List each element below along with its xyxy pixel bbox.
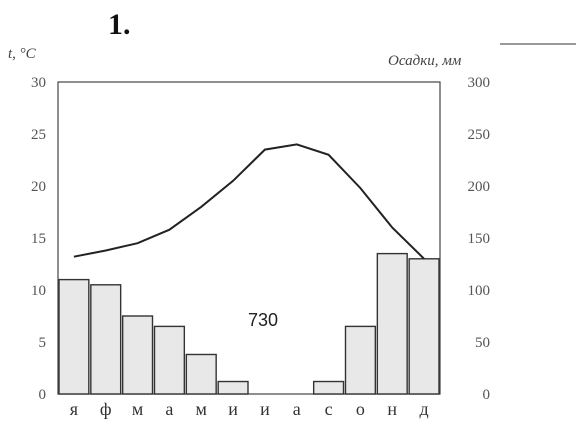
annual-precipitation-total: 730 — [248, 310, 278, 330]
left-axis-ticks: 0 5 10 15 20 25 30 — [31, 75, 46, 403]
left-tick-label: 25 — [31, 127, 46, 143]
figure-number: 1. — [108, 8, 131, 41]
right-axis-label: Осадки, мм — [388, 53, 462, 69]
month-label: н — [387, 399, 397, 419]
left-axis-label: t, °C — [8, 46, 37, 62]
month-label: м — [132, 399, 143, 419]
right-tick-label: 250 — [468, 127, 491, 143]
right-axis-ticks: 0 50 100 150 200 250 300 — [468, 75, 491, 403]
month-label: ф — [100, 399, 112, 419]
month-label: с — [325, 399, 333, 419]
precipitation-bar — [408, 258, 440, 395]
left-tick-label: 10 — [31, 283, 46, 299]
left-tick-label: 20 — [31, 179, 46, 195]
precipitation-bar — [312, 380, 345, 395]
month-label: д — [419, 399, 428, 419]
month-label: и — [228, 399, 238, 419]
month-label: м — [196, 399, 207, 419]
precipitation-bar — [376, 252, 408, 395]
temperature-line — [73, 143, 425, 260]
right-tick-label: 300 — [468, 75, 491, 91]
right-tick-label: 150 — [468, 231, 491, 247]
left-tick-label: 15 — [31, 231, 46, 247]
precipitation-bar — [121, 315, 154, 395]
left-tick-label: 5 — [39, 335, 47, 351]
month-label: а — [165, 399, 173, 419]
right-tick-label: 100 — [468, 283, 491, 299]
plot-frame — [57, 81, 441, 395]
left-tick-label: 0 — [39, 387, 47, 403]
precipitation-bar — [344, 325, 377, 395]
month-label: я — [70, 399, 78, 419]
month-label: о — [356, 399, 365, 419]
left-tick-label: 30 — [31, 75, 46, 91]
right-tick-label: 0 — [483, 387, 491, 403]
precipitation-bar — [185, 353, 217, 395]
right-tick-label: 200 — [468, 179, 491, 195]
right-tick-label: 50 — [475, 335, 490, 351]
precipitation-bar — [58, 278, 90, 395]
precipitation-bars — [58, 252, 440, 395]
month-label: и — [260, 399, 270, 419]
precipitation-bar — [90, 284, 122, 395]
month-label: а — [293, 399, 301, 419]
precipitation-bar — [217, 380, 249, 395]
precipitation-bar — [153, 325, 186, 395]
